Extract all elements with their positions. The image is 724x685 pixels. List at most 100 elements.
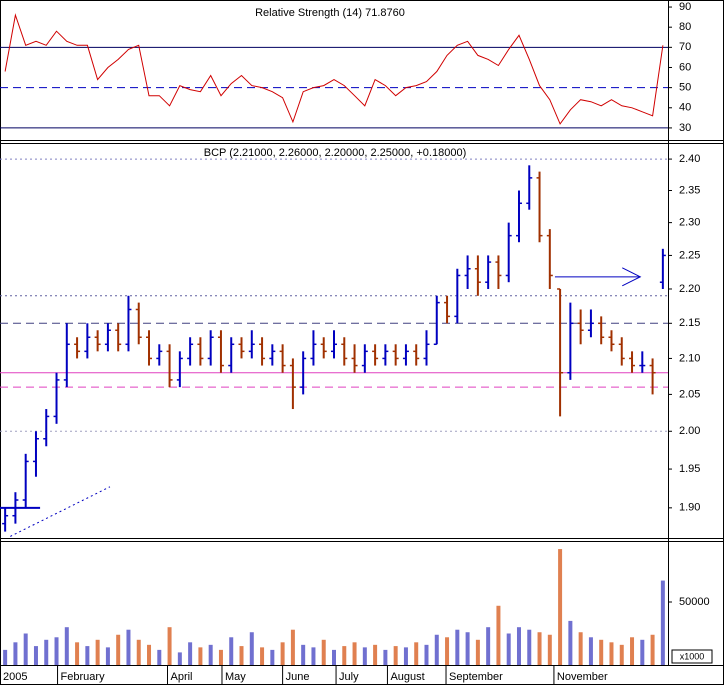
volume-bar bbox=[147, 644, 152, 665]
volume-bar bbox=[332, 649, 336, 665]
y-tick-label: 90 bbox=[679, 1, 691, 13]
y-tick-label: 2.00 bbox=[679, 425, 700, 437]
volume-bar bbox=[3, 649, 8, 665]
volume-bar bbox=[95, 639, 100, 665]
rsi-line bbox=[4, 13, 664, 125]
volume-bar bbox=[44, 639, 49, 665]
volume-bar bbox=[527, 629, 532, 665]
volume-bar bbox=[373, 644, 378, 665]
volume-bar bbox=[301, 644, 306, 665]
volume-bar bbox=[136, 639, 141, 665]
y-tick-label: 30 bbox=[679, 122, 691, 134]
volume-bar bbox=[630, 637, 635, 665]
volume-bar bbox=[568, 620, 573, 665]
volume-bar bbox=[403, 647, 408, 665]
x-tick-label: February bbox=[61, 671, 106, 683]
volume-bar bbox=[249, 632, 254, 665]
x-tick-label: April bbox=[171, 671, 193, 683]
x-tick-label: June bbox=[286, 671, 310, 683]
volume-bar bbox=[650, 634, 655, 665]
volume-bar bbox=[640, 639, 645, 665]
volume-bar bbox=[321, 639, 326, 665]
y-tick-label: 40 bbox=[679, 102, 691, 114]
y-tick-label: 50000 bbox=[679, 596, 710, 608]
y-unit: x1000 bbox=[680, 651, 705, 661]
y-tick-label: 50 bbox=[679, 82, 691, 94]
y-tick-label: 2.35 bbox=[679, 184, 700, 196]
volume-bar bbox=[434, 634, 439, 665]
volume-bar bbox=[33, 646, 38, 665]
y-tick-label: 2.25 bbox=[679, 249, 700, 261]
volume-bar bbox=[424, 644, 429, 665]
volume-bar bbox=[537, 632, 542, 665]
price-title: BCP (2.21000, 2.26000, 2.20000, 2.25000,… bbox=[204, 147, 467, 159]
y-tick-label: 2.15 bbox=[679, 317, 700, 329]
y-tick-label: 2.40 bbox=[679, 153, 700, 165]
volume-bar bbox=[85, 646, 90, 665]
y-tick-label: 2.20 bbox=[679, 283, 700, 295]
volume-bar bbox=[311, 647, 316, 665]
arrow-head bbox=[622, 267, 642, 287]
volume-bar bbox=[516, 627, 521, 665]
unit-box bbox=[671, 649, 713, 664]
volume-bar bbox=[64, 627, 69, 665]
y-tick-label: 2.10 bbox=[679, 352, 700, 364]
volume-bar bbox=[547, 634, 552, 665]
y-tick-label: 2.05 bbox=[679, 388, 700, 400]
rsi-title: Relative Strength (14) 71.8760 bbox=[255, 7, 405, 19]
volume-bar bbox=[229, 637, 234, 665]
volume-bar bbox=[116, 634, 121, 665]
volume-bar bbox=[290, 629, 295, 665]
volume-bar bbox=[270, 649, 275, 665]
volume-bar bbox=[260, 647, 265, 665]
volume-bar bbox=[167, 627, 172, 665]
volume-bar bbox=[619, 644, 624, 665]
y-tick-label: 2.30 bbox=[679, 217, 700, 229]
volume-bar bbox=[105, 647, 110, 665]
volume-bar bbox=[578, 632, 583, 665]
volume-bar bbox=[660, 580, 665, 665]
x-tick-label: July bbox=[339, 671, 359, 683]
volume-bar bbox=[239, 646, 244, 665]
volume-bar bbox=[13, 642, 18, 665]
y-tick-label: 60 bbox=[679, 61, 691, 73]
volume-bar bbox=[588, 637, 593, 665]
volume-bar bbox=[23, 633, 28, 665]
volume-bar bbox=[609, 642, 614, 665]
volume-bar bbox=[280, 642, 285, 665]
volume-bar bbox=[188, 642, 193, 665]
volume-bar bbox=[465, 632, 470, 665]
volume-bar bbox=[445, 637, 450, 665]
volume-bar bbox=[506, 633, 511, 665]
volume-bar bbox=[157, 649, 162, 665]
x-tick-label: August bbox=[390, 671, 424, 683]
volume-bar bbox=[475, 639, 480, 665]
volume-bar bbox=[496, 605, 501, 665]
volume-bar bbox=[352, 642, 357, 665]
volume-bar bbox=[54, 637, 59, 665]
y-tick-label: 80 bbox=[679, 21, 691, 33]
volume-bar bbox=[198, 647, 203, 665]
volume-bar bbox=[126, 629, 131, 665]
volume-bar bbox=[383, 649, 388, 665]
x-tick-label: November bbox=[557, 671, 608, 683]
y-tick-label: 70 bbox=[679, 41, 691, 53]
volume-bar bbox=[414, 642, 419, 665]
x-tick-label: May bbox=[225, 671, 246, 683]
x-tick-label: September bbox=[449, 671, 503, 683]
volume-bar bbox=[218, 649, 223, 665]
volume-bar bbox=[558, 549, 563, 665]
volume-bar bbox=[208, 644, 213, 665]
y-tick-label: 1.95 bbox=[679, 463, 700, 475]
x-tick-label: 2005 bbox=[3, 671, 27, 683]
volume-bar bbox=[393, 646, 398, 665]
y-tick-label: 1.90 bbox=[679, 502, 700, 514]
volume-bar bbox=[455, 629, 460, 665]
volume-bar bbox=[177, 652, 182, 665]
volume-bar bbox=[342, 646, 347, 665]
trend-line bbox=[10, 486, 111, 537]
volume-bar bbox=[75, 642, 80, 665]
volume-bar bbox=[486, 627, 491, 665]
